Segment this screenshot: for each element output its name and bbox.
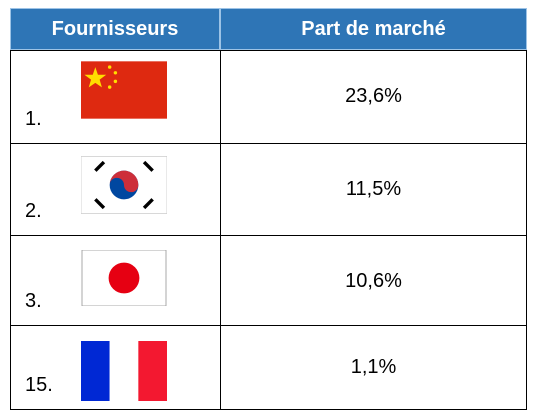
flag-japan [81, 250, 167, 306]
header-cell: Fournisseurs [10, 8, 220, 50]
share-value: 1,1% [350, 356, 397, 378]
flag-china [81, 61, 167, 119]
share-cell: 1,1% [220, 325, 527, 410]
supplier-cell: 3. [10, 235, 221, 326]
share-cell: 11,5% [220, 143, 527, 236]
supplier-cell: 1. [10, 50, 221, 144]
share-value: 10,6% [345, 270, 402, 292]
share-value: 23,6% [345, 85, 402, 107]
rank: 1. [25, 108, 42, 130]
supplier-cell: 2. [10, 143, 221, 236]
rank: 15. [25, 374, 53, 396]
flag-korea [81, 156, 167, 214]
supplier-cell: 15. [10, 325, 221, 410]
share-cell: 23,6% [220, 50, 527, 144]
rank: 2. [25, 200, 42, 222]
share-cell: 10,6% [220, 235, 527, 326]
market-share-table: Fournisseurs Part de marché 1. 23,6% 2. … [10, 8, 527, 410]
flag-france [81, 341, 167, 401]
rank: 3. [25, 290, 42, 312]
header-cell: Part de marché [220, 8, 527, 50]
share-value: 11,5% [345, 178, 402, 200]
